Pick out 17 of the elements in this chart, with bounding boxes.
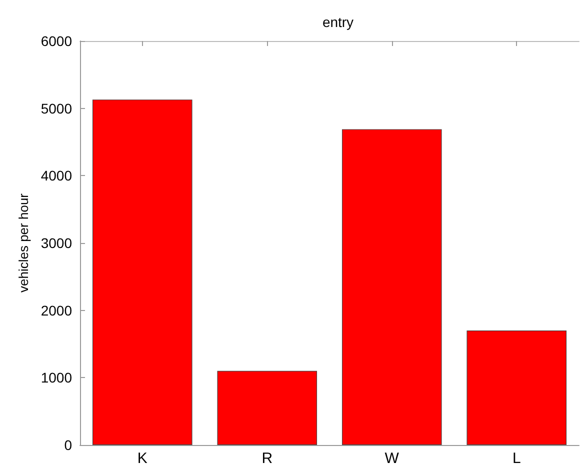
x-tick-label: W bbox=[384, 450, 400, 467]
y-tick-label: 6000 bbox=[40, 33, 72, 49]
y-tick-label: 4000 bbox=[40, 168, 72, 184]
y-tick-label: 5000 bbox=[40, 100, 72, 116]
x-tick-label: K bbox=[137, 450, 148, 467]
x-tick-label: L bbox=[512, 450, 521, 467]
bar bbox=[342, 129, 442, 445]
chart-title: entry bbox=[322, 14, 354, 30]
y-axis-title: vehicles per hour bbox=[16, 192, 31, 292]
bar bbox=[217, 370, 318, 445]
bar bbox=[466, 330, 567, 445]
y-tick-label: 3000 bbox=[40, 235, 72, 251]
x-tick-label: R bbox=[262, 450, 273, 467]
y-tick-label: 1000 bbox=[40, 370, 72, 386]
y-tick-label: 2000 bbox=[40, 302, 72, 318]
y-tick-label: 0 bbox=[64, 437, 72, 453]
bar bbox=[92, 100, 192, 445]
